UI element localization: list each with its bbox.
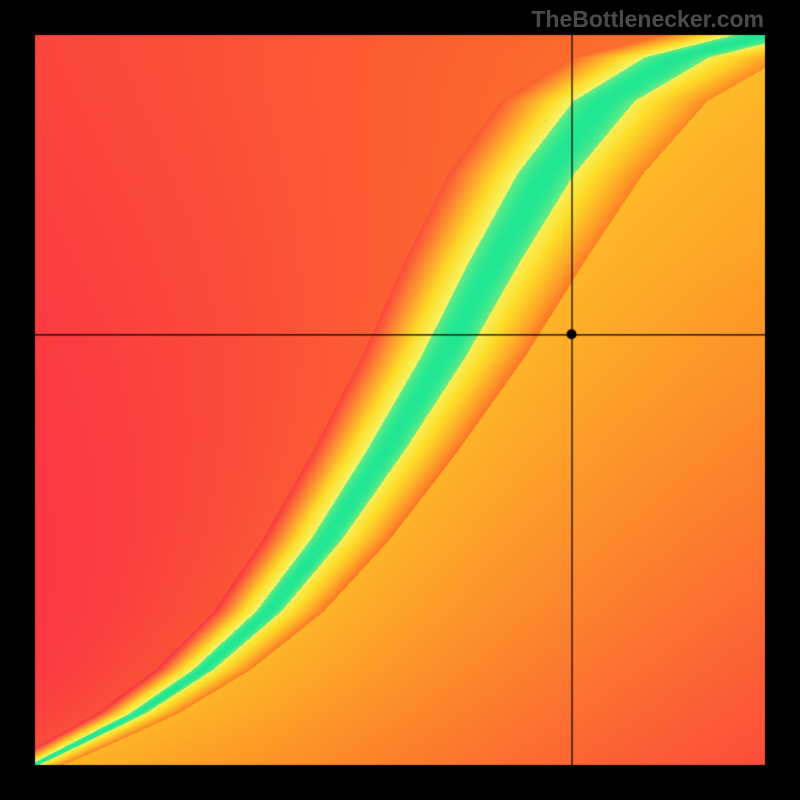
chart-container: TheBottlenecker.com [0, 0, 800, 800]
heatmap-canvas [0, 0, 800, 800]
watermark-text: TheBottlenecker.com [531, 6, 764, 33]
